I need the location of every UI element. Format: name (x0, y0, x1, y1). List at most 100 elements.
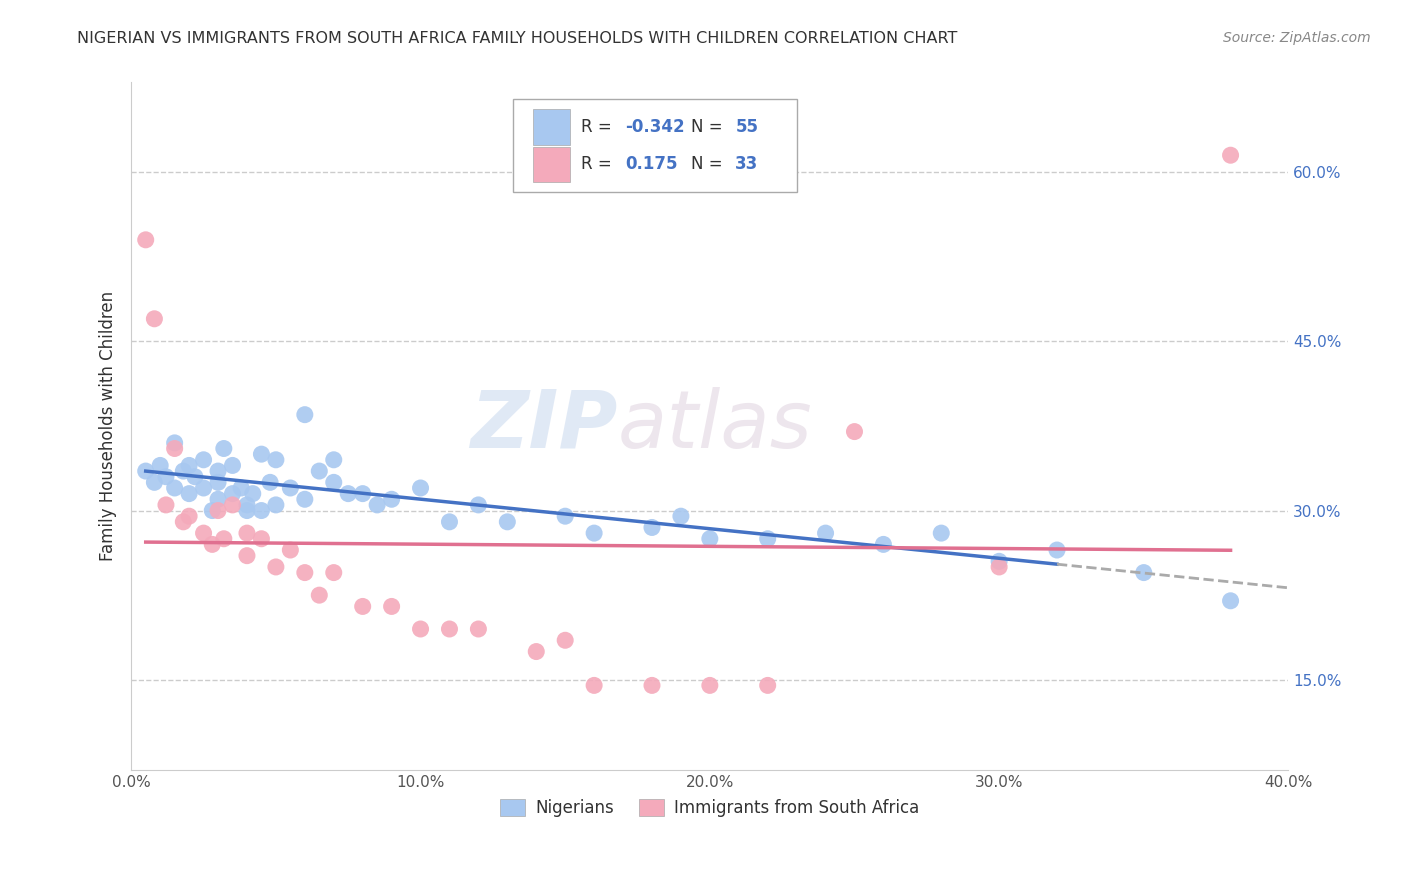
Text: atlas: atlas (617, 387, 813, 465)
Point (155, 498, 177, 512)
Point (280, 543, 302, 558)
Point (439, 622, 461, 636)
Point (641, 678, 664, 692)
Point (231, 481, 253, 495)
Point (583, 526, 606, 541)
Text: 55: 55 (735, 118, 758, 136)
Point (467, 498, 489, 512)
Point (172, 515, 194, 529)
Text: N =: N = (692, 118, 728, 136)
Point (756, 532, 779, 546)
Point (352, 486, 374, 500)
Point (988, 560, 1011, 574)
Point (135, 233, 157, 247)
Point (1219, 148, 1241, 162)
Point (381, 492, 404, 507)
Point (212, 442, 235, 456)
Point (814, 526, 837, 541)
Point (409, 622, 432, 636)
Point (163, 481, 186, 495)
FancyBboxPatch shape (533, 109, 569, 145)
Text: 0.175: 0.175 (626, 155, 678, 173)
Point (135, 464, 157, 478)
Text: R =: R = (582, 155, 617, 173)
Point (155, 469, 177, 483)
Point (143, 311, 166, 326)
Point (439, 515, 461, 529)
Point (699, 532, 721, 546)
Point (221, 498, 243, 512)
Point (308, 588, 330, 602)
Legend: Nigerians, Immigrants from South Africa: Nigerians, Immigrants from South Africa (494, 792, 927, 823)
Point (264, 452, 287, 467)
Point (207, 503, 229, 517)
Point (322, 475, 344, 490)
Point (207, 475, 229, 490)
Point (554, 509, 576, 524)
Text: -0.342: -0.342 (626, 118, 685, 136)
Point (143, 475, 166, 490)
Point (179, 458, 201, 473)
Point (322, 452, 344, 467)
Point (352, 599, 374, 614)
Text: N =: N = (692, 155, 728, 173)
Point (294, 408, 316, 422)
FancyBboxPatch shape (513, 99, 797, 192)
Text: NIGERIAN VS IMMIGRANTS FROM SOUTH AFRICA FAMILY HOUSEHOLDS WITH CHILDREN CORRELA: NIGERIAN VS IMMIGRANTS FROM SOUTH AFRICA… (77, 31, 957, 46)
Point (669, 509, 692, 524)
Point (583, 678, 606, 692)
Point (308, 464, 330, 478)
Point (872, 537, 894, 551)
Point (641, 520, 664, 534)
Point (242, 486, 264, 500)
Point (524, 644, 547, 658)
Point (366, 498, 388, 512)
Point (207, 464, 229, 478)
Point (699, 678, 721, 692)
Y-axis label: Family Households with Children: Family Households with Children (100, 291, 117, 561)
Point (179, 509, 201, 524)
Point (184, 469, 207, 483)
Point (212, 532, 235, 546)
Point (554, 633, 576, 648)
Point (221, 486, 243, 500)
Point (236, 549, 259, 563)
Point (264, 498, 287, 512)
Point (250, 503, 273, 517)
Point (193, 452, 215, 467)
Point (988, 554, 1011, 568)
Point (236, 526, 259, 541)
Point (193, 481, 215, 495)
Point (1219, 594, 1241, 608)
Point (1133, 566, 1156, 580)
Point (163, 442, 186, 456)
Point (250, 447, 273, 461)
Point (201, 503, 224, 517)
Point (381, 599, 404, 614)
Text: Source: ZipAtlas.com: Source: ZipAtlas.com (1223, 31, 1371, 45)
Point (163, 435, 186, 450)
FancyBboxPatch shape (533, 146, 569, 182)
Point (322, 566, 344, 580)
Point (294, 492, 316, 507)
Point (201, 537, 224, 551)
Point (467, 622, 489, 636)
Point (929, 526, 952, 541)
Point (756, 678, 779, 692)
Point (179, 486, 201, 500)
Point (207, 492, 229, 507)
Point (236, 503, 259, 517)
Point (1046, 543, 1069, 558)
Point (236, 498, 259, 512)
Point (149, 458, 172, 473)
Point (193, 526, 215, 541)
Point (264, 560, 287, 574)
Point (294, 566, 316, 580)
Point (844, 425, 866, 439)
Point (259, 475, 281, 490)
Point (409, 481, 432, 495)
Point (280, 481, 302, 495)
Text: 33: 33 (735, 155, 759, 173)
Point (221, 458, 243, 473)
Point (172, 464, 194, 478)
